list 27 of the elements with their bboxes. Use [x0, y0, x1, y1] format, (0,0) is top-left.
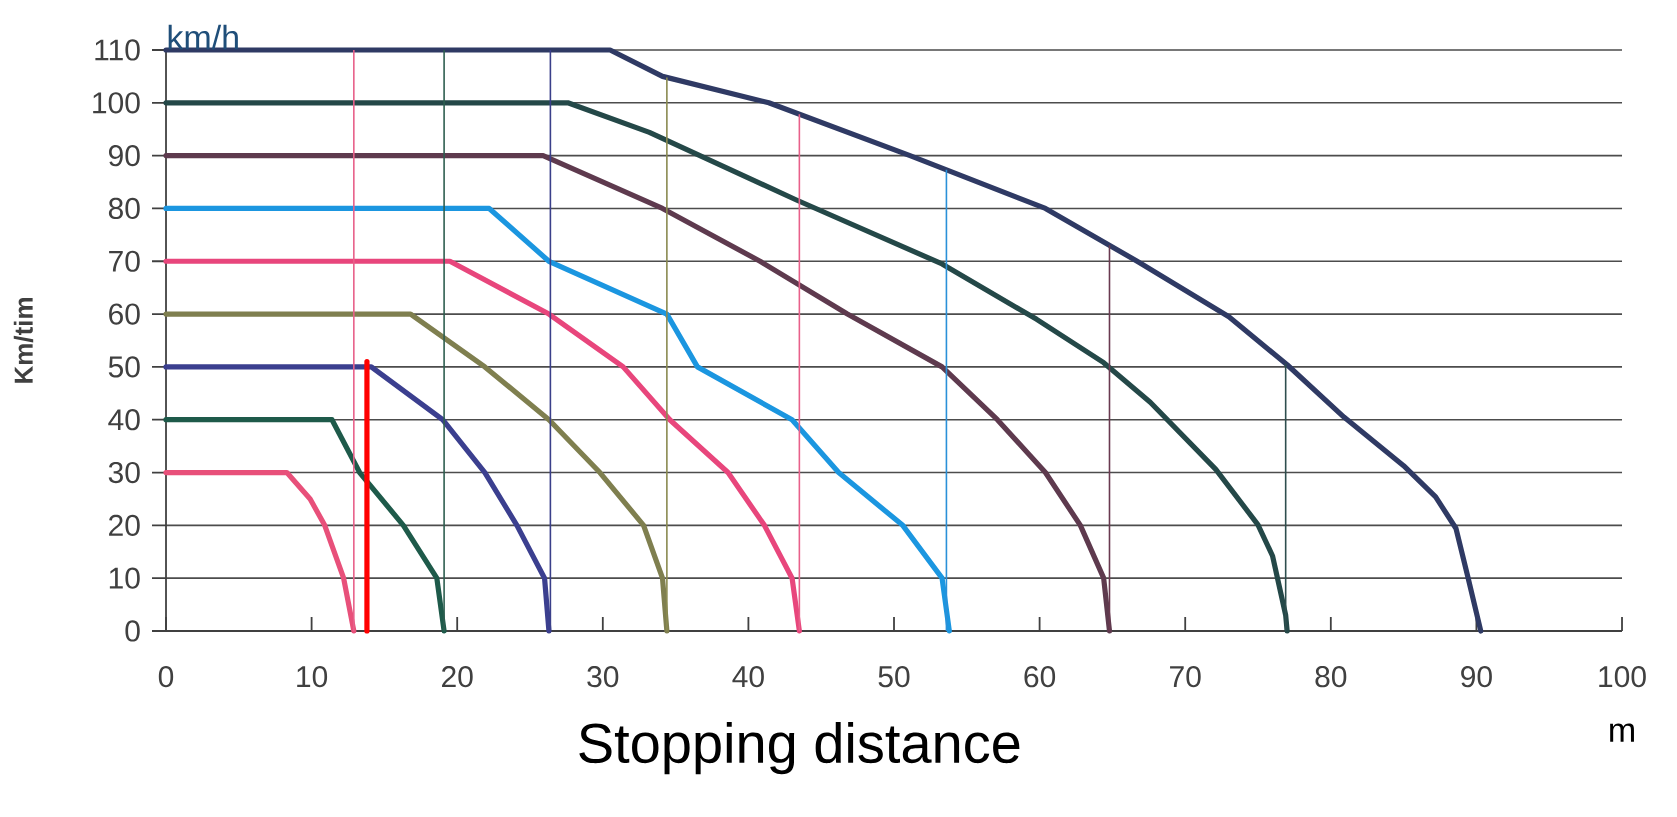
x-tick-label: 60 — [1024, 666, 1056, 688]
y-tick-label: 30 — [108, 461, 140, 484]
text: m — [1610, 723, 1634, 742]
x-tick-label: 10 — [297, 666, 328, 688]
x-tick-label: 40 — [732, 666, 764, 688]
x-tick-label: 30 — [587, 666, 619, 688]
x-tick-label: 90 — [1461, 666, 1492, 688]
y-tick-label: 60 — [109, 303, 140, 325]
x-tick-label: 100 — [1599, 666, 1646, 688]
y-tick-label: 20 — [109, 514, 140, 536]
x-tick-label: 0 — [158, 666, 174, 688]
text: km/h — [168, 24, 238, 50]
y-tick-label: 50 — [108, 356, 140, 378]
y-tick-label: 70 — [109, 250, 140, 272]
y-tick-label: 10 — [109, 567, 140, 589]
x-tick-label: 50 — [878, 666, 910, 688]
y-tick-label: 90 — [108, 145, 140, 167]
y-tick-label: 80 — [108, 197, 140, 220]
x-tick-label: 20 — [442, 666, 473, 688]
y-tick-label: 0 — [125, 620, 140, 642]
x-tick-label: 70 — [1170, 666, 1201, 688]
x-tick-label: 80 — [1315, 666, 1347, 688]
y-tick-label: 110 — [95, 39, 140, 61]
x-axis-title: Stopping distance — [579, 722, 1020, 775]
y-tick-label: 40 — [108, 409, 140, 431]
y-axis-title: Km/tim — [13, 298, 34, 383]
y-tick-label: 100 — [93, 92, 140, 114]
